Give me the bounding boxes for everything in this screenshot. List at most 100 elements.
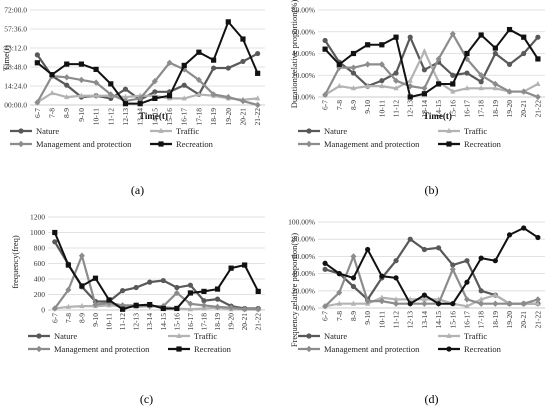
- legend-item: Nature: [298, 126, 347, 136]
- y-tick-label: 80.00%: [292, 235, 315, 244]
- data-point: [239, 97, 246, 105]
- x-tick-label: 11-12: [392, 311, 401, 328]
- data-point: [228, 304, 235, 311]
- y-tick-label: 400: [34, 275, 46, 284]
- x-tick-label: 12-13: [121, 108, 130, 126]
- y-tick-label: 00:00.0: [4, 101, 27, 110]
- data-point: [365, 82, 371, 89]
- data-point: [64, 61, 70, 67]
- data-point: [407, 236, 413, 242]
- data-point: [78, 252, 85, 259]
- data-point: [322, 303, 329, 310]
- x-tick-label: 9-10: [363, 311, 372, 325]
- legend-item: Recreation: [168, 344, 232, 354]
- data-point: [393, 258, 399, 264]
- x-tick-label: 18-19: [209, 108, 218, 126]
- legend-marker: [18, 128, 24, 134]
- data-point: [166, 59, 173, 66]
- data-point: [174, 305, 180, 312]
- data-point: [421, 85, 428, 92]
- x-tick-label: 19-20: [505, 100, 514, 118]
- series-line: [324, 253, 539, 308]
- y-tick-label: 72:00.0: [4, 6, 27, 15]
- data-point: [350, 275, 357, 281]
- x-tick-label: 14-15: [434, 311, 443, 329]
- data-point: [350, 64, 357, 71]
- legend-marker: [18, 140, 24, 148]
- x-tick-label: 10-11: [105, 313, 114, 330]
- data-point: [93, 79, 100, 86]
- legend-marker: [446, 346, 452, 352]
- data-point: [520, 300, 527, 307]
- y-tick-label: 1200: [30, 213, 45, 222]
- legend-label: Recreation: [176, 139, 214, 149]
- legend-label: Nature: [54, 331, 77, 341]
- legend-item: Management and protection: [28, 344, 150, 354]
- y-axis-label: Duration relative proportion(%): [289, 0, 299, 108]
- data-point: [535, 80, 541, 86]
- chart-panel-4: 0.00% 20.00% 40.00% 60.00% 80.00% 100.00% 6-7 7…: [288, 218, 545, 406]
- x-tick-label: 15-16: [448, 100, 457, 118]
- data-point: [241, 306, 248, 313]
- panel-label: (b): [425, 183, 439, 197]
- data-point: [393, 300, 400, 307]
- data-point: [378, 61, 385, 68]
- data-point: [147, 279, 153, 285]
- data-point: [393, 70, 399, 76]
- legend-label: Management and protection: [324, 139, 420, 149]
- data-point: [200, 302, 207, 309]
- data-point: [449, 30, 456, 38]
- legend-item: Nature: [28, 331, 77, 341]
- x-tick-label: 7-8: [64, 313, 73, 323]
- data-point: [492, 258, 498, 264]
- y-tick-label: 200: [34, 290, 46, 299]
- data-point: [407, 77, 413, 83]
- data-point: [107, 91, 114, 98]
- chart-panel-3: 0 200 400 600 800 1000 1200 6-7 7-8 8-9 9-10 10-11 1…: [10, 213, 265, 406]
- series-line: [324, 31, 539, 99]
- data-point: [34, 60, 40, 66]
- y-tick-label: 43:12.0: [4, 44, 27, 53]
- data-point: [449, 266, 456, 273]
- data-point: [506, 88, 513, 95]
- data-point: [435, 55, 442, 63]
- data-point: [63, 74, 70, 81]
- data-point: [51, 305, 58, 312]
- legend: Nature Traffic Management and protection Re…: [28, 331, 232, 354]
- data-point: [506, 26, 513, 33]
- data-point: [65, 286, 72, 294]
- data-point: [240, 58, 246, 65]
- legend: Nature Traffic Management and protection Re…: [10, 126, 214, 149]
- legend: Nature Traffic Management and protection Re…: [298, 331, 502, 354]
- x-tick-label: 13-14: [420, 100, 429, 118]
- series-line: [324, 28, 539, 99]
- x-tick-label: 12-13: [406, 311, 415, 329]
- legend-item: Recreation: [438, 139, 502, 149]
- data-point: [254, 101, 261, 109]
- data-point: [407, 34, 413, 40]
- data-point: [435, 245, 442, 251]
- data-point: [478, 79, 484, 85]
- y-tick-label: 57:36.0: [4, 25, 27, 34]
- x-tick-label: 18-19: [491, 100, 500, 118]
- data-point: [407, 301, 413, 307]
- data-point: [187, 282, 194, 288]
- data-point: [521, 34, 527, 40]
- data-point: [255, 50, 261, 57]
- legend-marker: [446, 127, 452, 133]
- data-point: [463, 296, 470, 303]
- x-tick-label: 19-20: [224, 108, 233, 126]
- series-line: [36, 52, 259, 102]
- y-axis-label: Frequency relative proportion(%): [289, 233, 299, 347]
- data-point: [322, 46, 328, 52]
- chart-panel-1: 00:00.0 14:24.0 28:48.0 43:12.0 57:36.0 72:00…: [1, 6, 265, 197]
- data-point: [181, 82, 187, 88]
- data-point: [52, 229, 58, 236]
- data-point: [393, 296, 399, 302]
- data-point: [350, 300, 357, 306]
- legend-label: Nature: [324, 126, 347, 136]
- chart-panel-2: 0.00% 20.00% 40.00% 60.00% 80.00% 6-7 7-8 8-9 9-…: [289, 0, 545, 197]
- data-point: [450, 72, 456, 78]
- data-point: [336, 82, 342, 89]
